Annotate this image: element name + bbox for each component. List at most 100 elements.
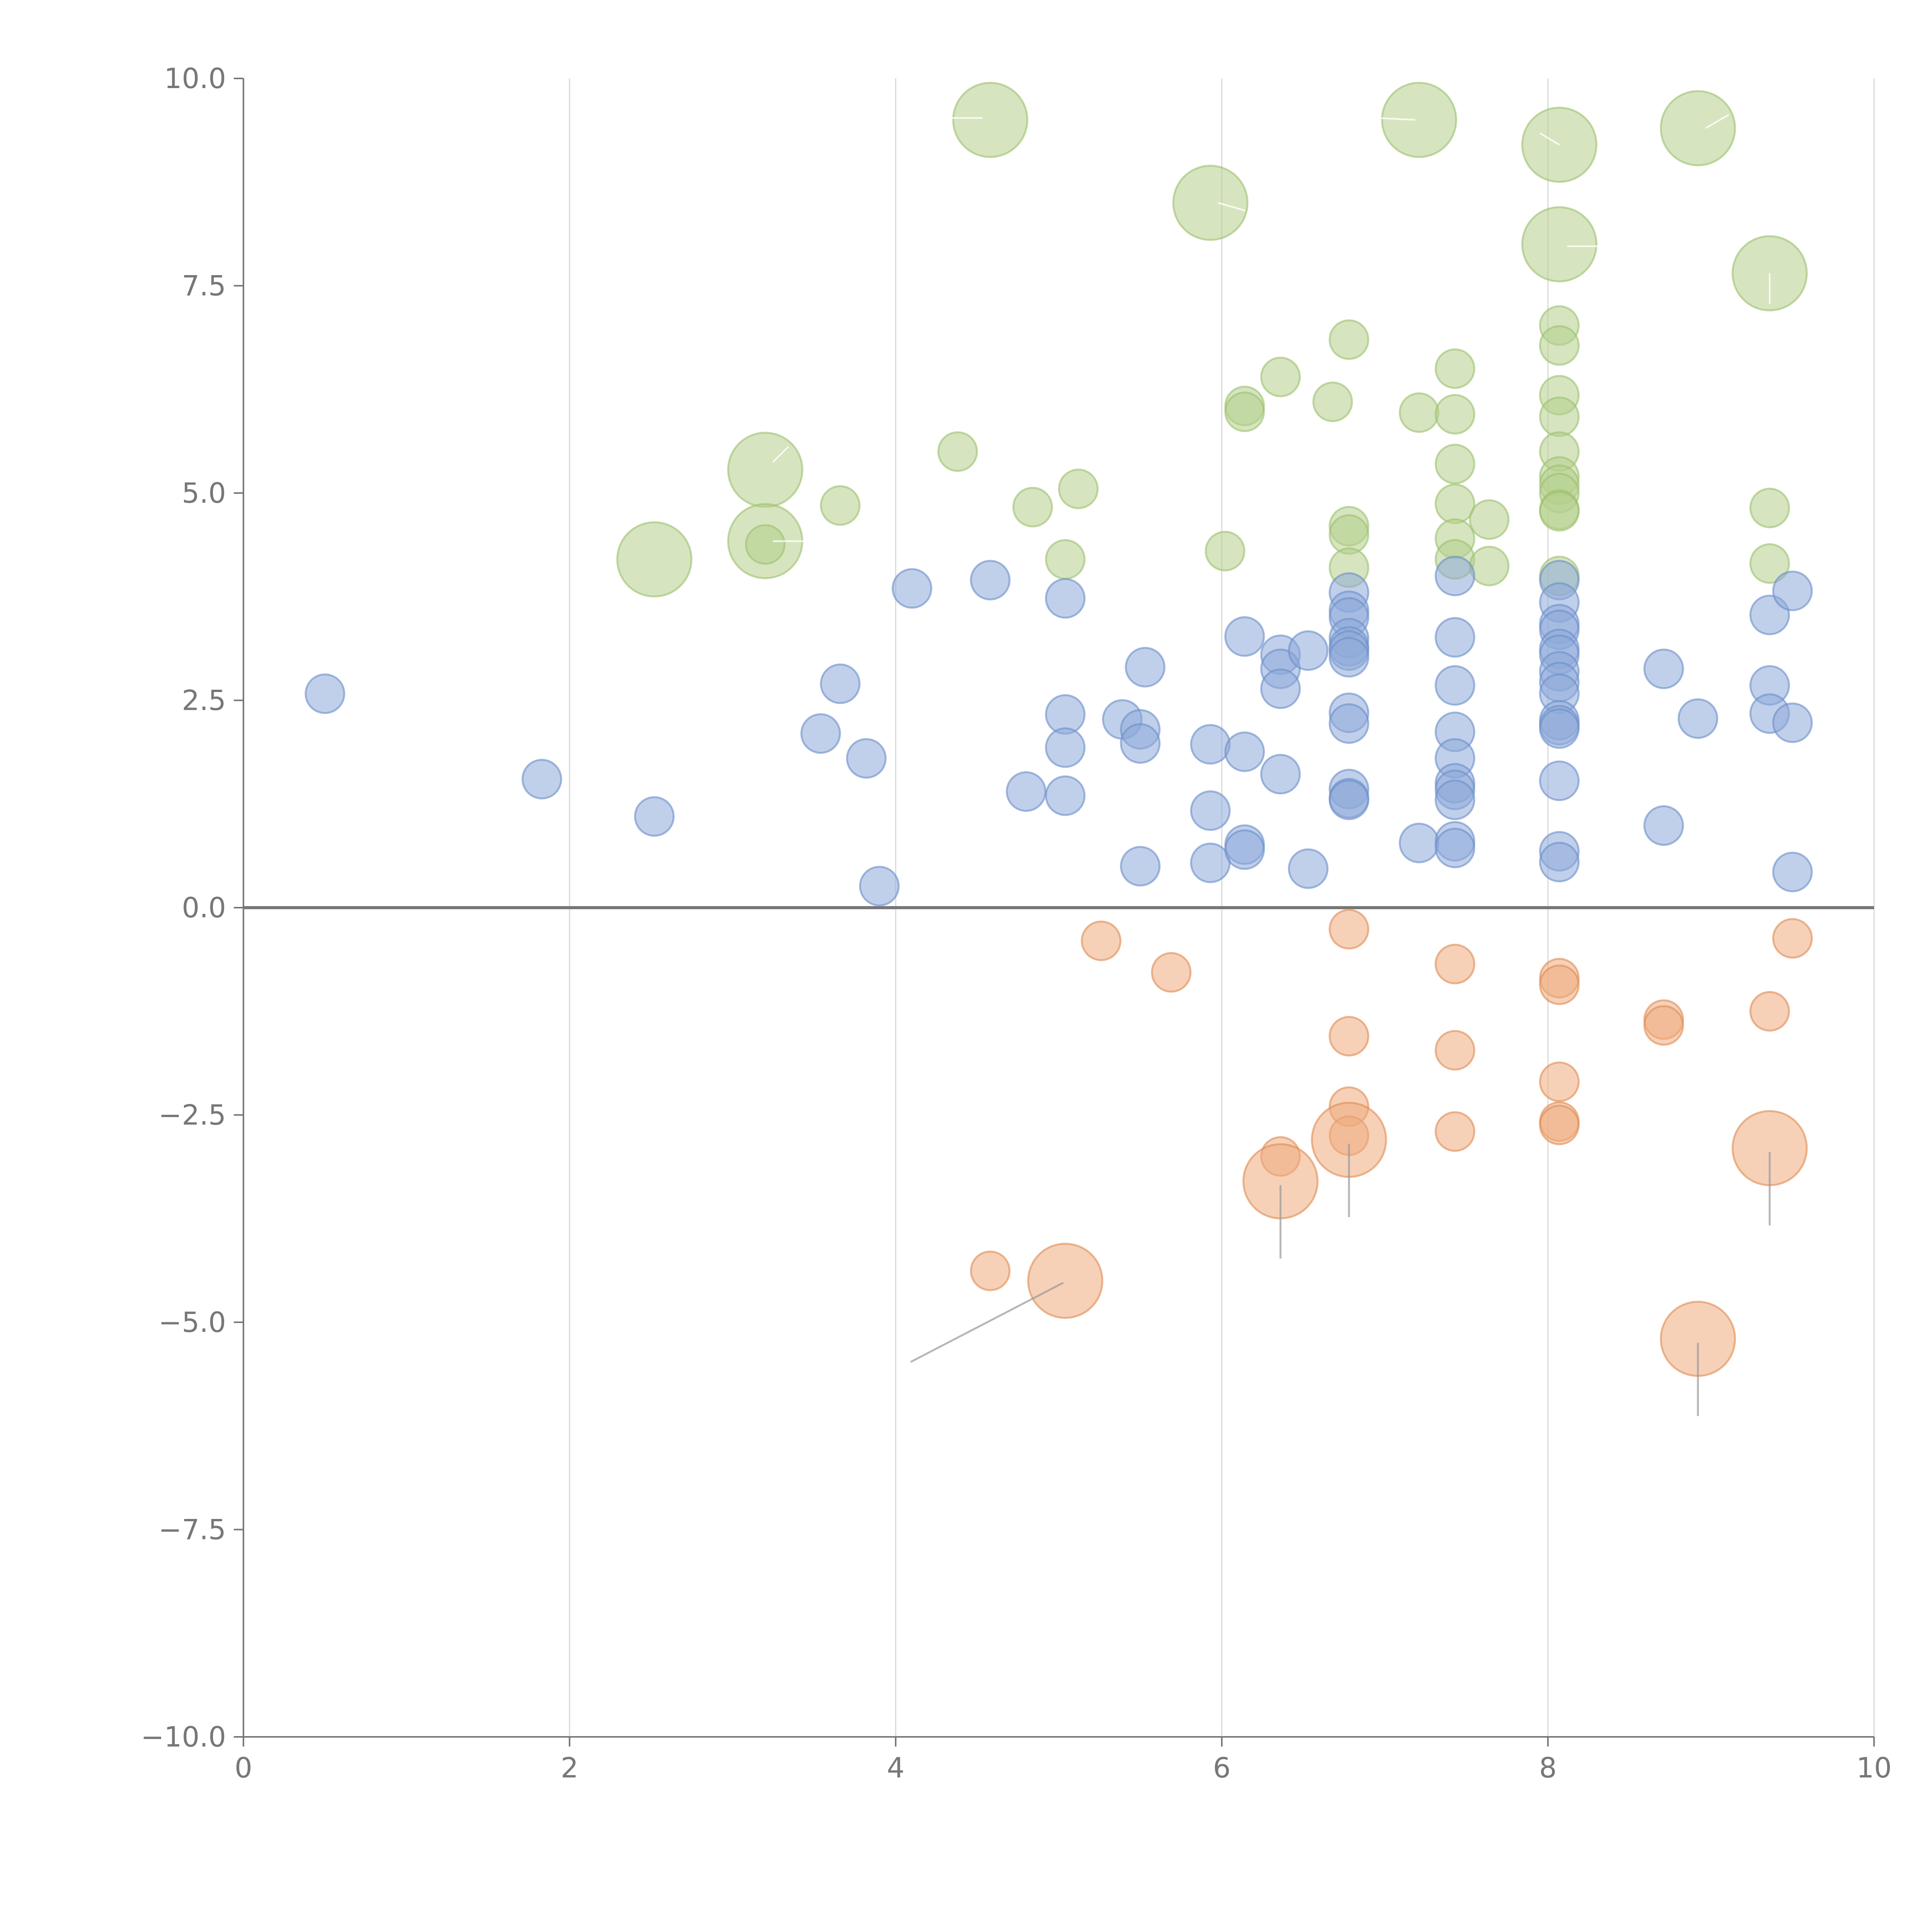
data-point [1328, 637, 1369, 678]
data-point [1677, 698, 1718, 739]
data-point [1224, 731, 1265, 772]
y-tick-label: −5.0 [158, 1306, 226, 1338]
y-tick-label: 5.0 [182, 477, 226, 509]
data-point [820, 485, 861, 526]
x-tick-label: 10 [1856, 1752, 1892, 1784]
data-point [745, 524, 786, 565]
data-point [1539, 1104, 1580, 1145]
data-point [1434, 348, 1475, 389]
data-point [1749, 991, 1790, 1032]
data-point [1643, 805, 1684, 846]
data-point [1434, 827, 1475, 868]
data-point [1539, 396, 1580, 437]
data-point [1749, 543, 1790, 584]
data-point [1125, 647, 1166, 688]
data-point [1434, 556, 1475, 597]
y-tick-label: −2.5 [158, 1099, 226, 1131]
data-point [952, 82, 1029, 158]
data-point [1045, 539, 1086, 580]
data-point [891, 568, 932, 609]
data-point [1749, 488, 1790, 529]
data-point [937, 431, 978, 472]
data-point [1434, 1030, 1475, 1071]
data-point [1328, 703, 1369, 744]
data-point [1224, 829, 1265, 870]
data-point [1045, 727, 1086, 768]
axes [234, 78, 1875, 1747]
data-point [1120, 723, 1161, 764]
data-point [1434, 779, 1475, 820]
data-point [970, 1250, 1011, 1291]
x-tick-label: 8 [1539, 1752, 1557, 1784]
y-tick-label: 2.5 [182, 684, 226, 717]
data-point [1012, 486, 1053, 527]
data-point [1204, 531, 1245, 571]
data-point [1288, 630, 1329, 671]
data-point [970, 560, 1011, 600]
y-tick-label: 7.5 [182, 270, 226, 302]
data-point [1006, 771, 1047, 812]
x-tick-label: 4 [887, 1752, 905, 1784]
data-point [1434, 483, 1475, 524]
data-point [1260, 668, 1301, 709]
data-point [1190, 790, 1231, 831]
tick-labels: 0 2 4 6 8 10 10.0 7.5 5.0 2.5 0.0 −2.5 −5.0 −7.5 −10.0 [141, 62, 1891, 1784]
data-point [1772, 702, 1813, 743]
data-point [1027, 1243, 1104, 1319]
data-point [1190, 842, 1231, 883]
data-point [1539, 760, 1580, 801]
data-point [1328, 779, 1369, 820]
data-point [1058, 468, 1099, 509]
label-leader-line [772, 446, 789, 463]
data-point [1399, 392, 1440, 433]
data-point [304, 673, 345, 714]
data-point [1772, 570, 1813, 611]
series-low [970, 909, 1813, 1377]
data-point [1469, 546, 1510, 587]
data-point [1224, 391, 1265, 432]
x-tick-label: 0 [235, 1752, 252, 1784]
data-point [1434, 1111, 1475, 1152]
data-point [1172, 165, 1248, 241]
data-point [1224, 616, 1265, 657]
data-point [1434, 617, 1475, 658]
data-point [859, 866, 900, 906]
data-point [1539, 1061, 1580, 1102]
data-point [1120, 846, 1161, 887]
y-tick-label: −7.5 [158, 1514, 226, 1546]
data-point [616, 521, 692, 598]
data-point [1539, 964, 1580, 1005]
data-point [800, 713, 841, 754]
data-point [1328, 319, 1369, 360]
y-tick-label: −10.0 [141, 1721, 226, 1753]
y-tick-label: 0.0 [182, 891, 226, 924]
data-point [1521, 206, 1598, 282]
data-point [1660, 90, 1736, 167]
data-point [1434, 944, 1475, 985]
data-point [1643, 1005, 1684, 1046]
data-point [1045, 775, 1086, 816]
series-high [616, 82, 1808, 598]
data-point [1190, 724, 1231, 765]
label-leader-line [910, 1282, 1064, 1363]
label-leader-line [1218, 202, 1246, 211]
data-point [1434, 665, 1475, 706]
data-point [846, 738, 887, 779]
data-point [1045, 578, 1086, 619]
data-point [1381, 82, 1458, 158]
label-leader-line [1376, 117, 1415, 121]
data-point [1260, 753, 1301, 794]
data-point [1539, 491, 1580, 532]
data-point [1539, 708, 1580, 749]
data-point [1328, 1016, 1369, 1057]
data-point [521, 759, 562, 799]
series-mid [304, 556, 1813, 906]
data-point [820, 663, 861, 704]
data-points [304, 82, 1813, 1377]
label-leader-line [1539, 132, 1560, 146]
y-tick-label: 10.0 [164, 62, 226, 95]
data-point [1772, 852, 1813, 893]
data-point [1643, 648, 1684, 689]
data-point [1151, 952, 1192, 993]
